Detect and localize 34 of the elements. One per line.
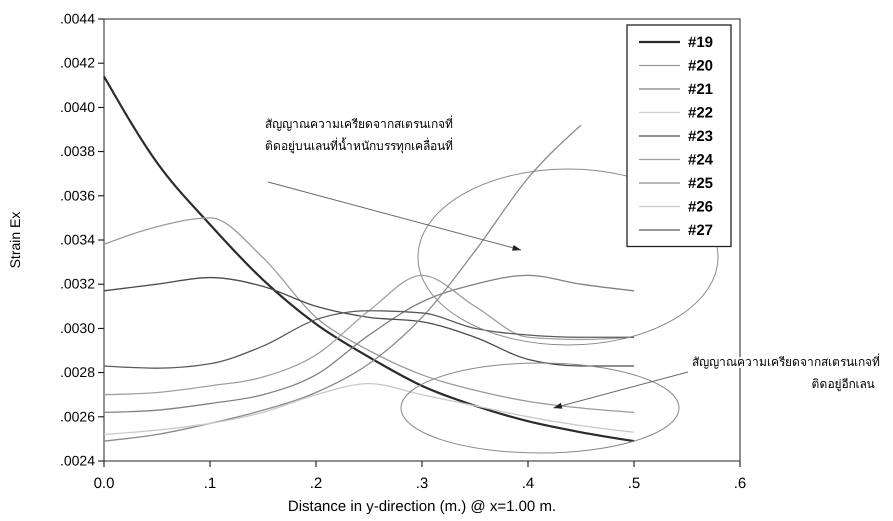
legend-label: #22	[688, 104, 714, 122]
line-series	[103, 310, 635, 369]
y-tick-label: .0028	[60, 364, 96, 380]
y-tick-label: .0024	[60, 452, 96, 468]
line-series	[103, 383, 635, 436]
y-tick-label: .0030	[60, 320, 96, 336]
line-series	[103, 276, 635, 367]
x-tick-label: .6	[734, 475, 746, 492]
legend-label: #27	[688, 222, 714, 239]
x-tick-label: .5	[628, 475, 640, 492]
line-series	[103, 217, 635, 414]
legend-label: #20	[688, 58, 714, 74]
legend-label: #19	[688, 34, 714, 51]
x-tick-label: .2	[310, 475, 322, 492]
x-tick-label: 0.0	[94, 475, 114, 492]
x-tick-label: .3	[416, 475, 428, 492]
y-tick-label: .0044	[60, 10, 96, 26]
legend-label: #26	[688, 198, 714, 216]
y-axis-title: Strain Ex	[7, 212, 23, 268]
x-tick-label: .1	[204, 475, 216, 492]
x-tick-label: .4	[522, 475, 534, 492]
y-tick-label: .0036	[60, 187, 96, 204]
legend-label: #24	[688, 152, 714, 168]
y-tick-label: .0034	[60, 231, 96, 248]
legend-label: #23	[688, 128, 714, 145]
annotation: สัญญาณความเครียดจากสเตรนเกจที่ ติดอยู่บนเลนที่น้ำหนักบรรทุกเคลื่อนที่	[265, 115, 453, 154]
y-tick-label: .0042	[60, 54, 96, 71]
legend-label: #25	[688, 175, 714, 192]
y-tick-label: .0026	[60, 408, 96, 424]
x-axis-title: Distance in y-direction (m.) @ x=1.00 m.	[288, 498, 556, 515]
legend-label: #21	[688, 81, 714, 98]
y-tick-label: .0032	[60, 276, 96, 292]
y-tick-label: .0038	[60, 143, 96, 160]
y-tick-label: .0040	[60, 98, 96, 115]
